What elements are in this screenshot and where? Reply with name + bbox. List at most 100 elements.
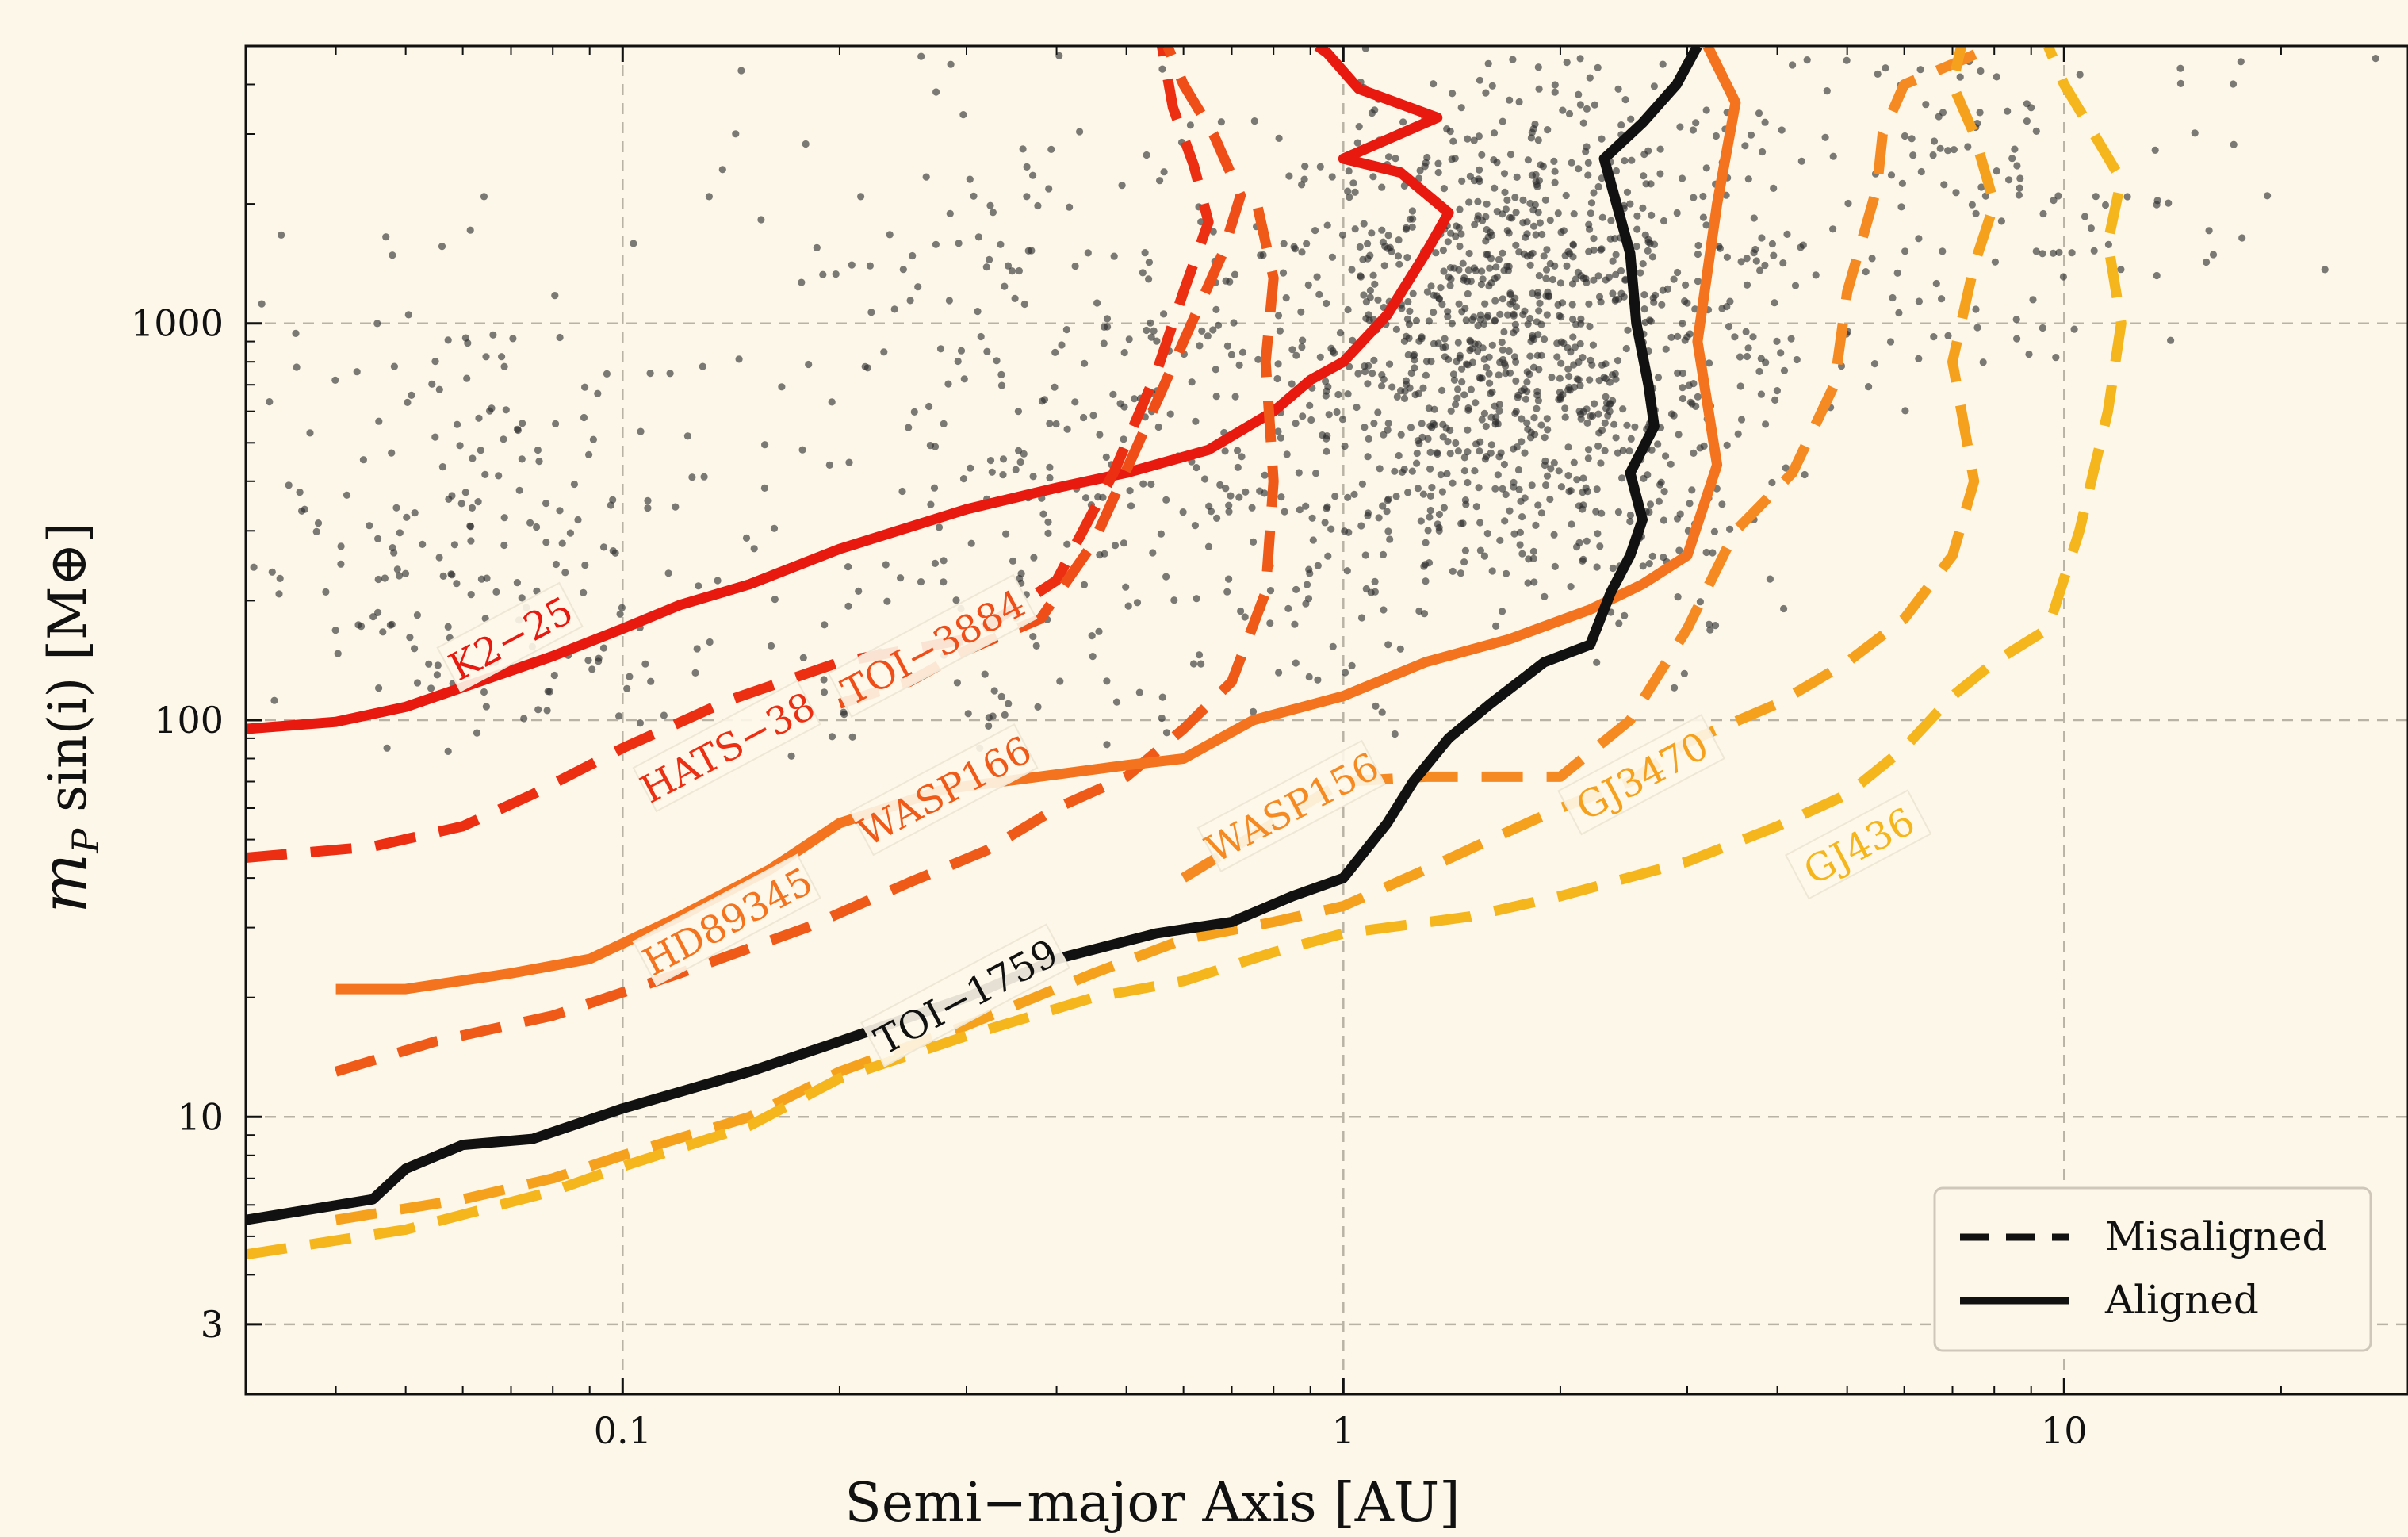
planet-point: [798, 446, 806, 454]
planet-point: [1579, 119, 1587, 127]
planet-point: [2023, 117, 2031, 125]
planet-point: [1749, 333, 1757, 341]
planet-point: [1434, 450, 1441, 458]
planet-point: [1204, 332, 1212, 340]
planet-point: [1688, 400, 1696, 408]
planet-point: [1438, 488, 1446, 496]
planet-point: [589, 435, 598, 443]
planet-point: [1473, 215, 1482, 223]
planet-point: [1621, 96, 1629, 104]
planet-point: [1683, 333, 1691, 341]
planet-point: [974, 308, 982, 316]
planet-point: [1496, 536, 1504, 545]
planet-point: [2090, 247, 2098, 255]
planet-point: [957, 347, 966, 355]
planet-point: [1058, 341, 1066, 349]
planet-point: [1464, 426, 1472, 434]
planet-point: [1338, 231, 1347, 239]
planet-point: [1576, 55, 1584, 63]
planet-point: [1566, 386, 1574, 394]
planet-point: [435, 554, 443, 562]
curve-label: GJ436: [1784, 789, 1932, 900]
planet-point: [1488, 567, 1496, 575]
planet-point: [1541, 335, 1549, 343]
planet-point: [552, 560, 561, 569]
planet-point: [1456, 205, 1464, 213]
planet-point: [1020, 300, 1028, 309]
series-line: [837, 46, 1246, 709]
planet-point: [787, 752, 795, 760]
planet-point: [453, 580, 461, 588]
planet-point: [1379, 238, 1387, 246]
planet-point: [1952, 189, 1960, 197]
planet-point: [500, 435, 507, 443]
planet-point: [1162, 573, 1170, 581]
planet-point: [1150, 327, 1158, 335]
planet-point: [1640, 291, 1648, 299]
planet-point: [1416, 167, 1424, 174]
planet-point: [1221, 447, 1229, 455]
planet-point: [1139, 480, 1147, 488]
planet-point: [388, 449, 396, 457]
planet-point: [526, 519, 534, 527]
planet-point: [393, 565, 401, 573]
planet-point: [735, 355, 743, 363]
planet-point: [1569, 253, 1577, 261]
planet-point: [1482, 422, 1490, 431]
planet-point: [1706, 359, 1713, 367]
x-tick-label: 1: [1332, 1409, 1355, 1452]
planet-point: [1797, 243, 1805, 251]
planet-point: [556, 507, 564, 515]
planet-point: [1273, 374, 1281, 383]
planet-point: [1534, 63, 1542, 71]
planet-point: [1056, 677, 1064, 685]
planet-point: [474, 498, 482, 506]
planet-point: [1250, 117, 1258, 125]
planet-point: [482, 353, 490, 361]
planet-point: [1526, 352, 1534, 360]
planet-point: [1297, 308, 1305, 316]
planet-point: [1712, 132, 1720, 140]
planet-point: [1323, 299, 1330, 308]
planet-point: [1336, 329, 1345, 337]
planet-point: [1868, 255, 1876, 263]
planet-point: [1534, 331, 1542, 339]
planet-point: [513, 579, 522, 587]
planet-point: [1520, 250, 1528, 258]
planet-point: [1650, 82, 1658, 90]
planet-point: [1624, 326, 1632, 334]
planet-point: [561, 569, 569, 577]
planet-point: [1491, 184, 1499, 192]
planet-point: [1621, 157, 1629, 165]
planet-point: [1446, 450, 1454, 458]
planet-point: [1917, 167, 1925, 176]
planet-point: [1511, 194, 1519, 201]
planet-point: [1413, 459, 1421, 467]
planet-point: [1483, 313, 1491, 321]
planet-point: [515, 486, 523, 494]
planet-point: [757, 216, 765, 224]
planet-point: [489, 331, 497, 339]
planet-point: [1484, 59, 1492, 67]
planet-point: [473, 729, 481, 737]
planet-point: [396, 529, 404, 537]
curve-label-box: [827, 573, 1038, 719]
planet-point: [1656, 145, 1664, 153]
planet-point: [820, 688, 829, 696]
planet-point: [1405, 320, 1413, 328]
planet-point: [482, 703, 491, 711]
planet-point: [1020, 450, 1028, 458]
planet-point: [1029, 171, 1037, 179]
planet-point: [1324, 552, 1332, 560]
planet-point: [1455, 300, 1463, 308]
planet-point: [1438, 386, 1446, 394]
planet-point: [357, 623, 366, 631]
planet-point: [1570, 458, 1578, 466]
planet-point: [1457, 104, 1465, 112]
planet-point: [1292, 585, 1300, 594]
planet-point: [1126, 487, 1134, 495]
planet-point: [1524, 156, 1532, 164]
planet-point: [1895, 309, 1903, 317]
planet-point: [1082, 494, 1090, 502]
planet-point: [906, 297, 914, 305]
